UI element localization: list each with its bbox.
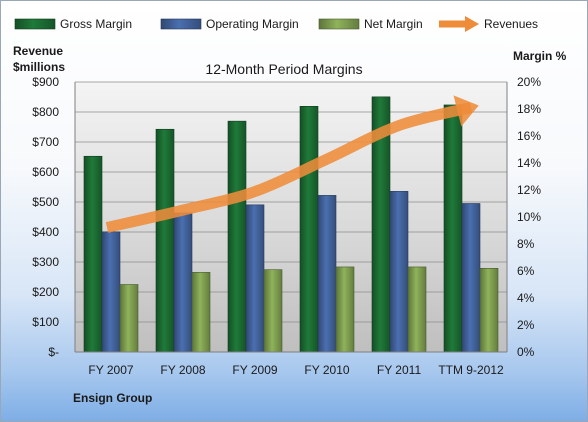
x-tick-label: FY 2007 [88,363,133,377]
legend-arrowhead [465,16,479,32]
revenue-line-path [105,102,473,233]
y-left-label-line1: Revenue [13,44,63,58]
bar [389,191,409,353]
bar [263,269,283,353]
bar [299,106,319,353]
legend: Gross Margin Operating Margin Net Margin Re… [14,16,538,32]
revenue-line [105,95,479,233]
y-right-tick-label: 18% [517,102,541,116]
y-right-tick-label: 2% [517,318,535,332]
y-left-tick-label: $500 [32,195,59,209]
x-tick-label: FY 2010 [304,363,349,377]
y-left-tick-label: $200 [32,285,59,299]
bar [479,267,499,353]
chart-title: 12-Month Period Margins [205,61,362,77]
y-left-tick-label: $800 [32,105,59,119]
y-left-tick-label: $300 [32,255,59,269]
y-right-tick-label: 16% [517,129,541,143]
y-left-label-line2: $millions [13,60,65,74]
bar [317,195,337,353]
legend-swatch [160,18,202,30]
legend-swatch [318,18,360,30]
x-tick-label: TTM 9-2012 [438,363,504,377]
y-right-tick-label: 4% [517,291,535,305]
bar [191,272,211,353]
y-right-tick-label: 10% [517,210,541,224]
bar [227,120,247,353]
y-left-tick-label: $100 [32,315,59,329]
bar [155,128,175,353]
bar [173,212,193,353]
legend-label: Gross Margin [60,17,132,31]
bar [407,266,427,353]
x-tick-label: FY 2011 [377,363,422,377]
gridlines [75,81,507,353]
axes: $- $100 $200 $300 $400 $500 $600 $700 $800 $900 0%… [32,75,541,377]
legend-label: Revenues [484,17,538,31]
company-name: Ensign Group [73,391,152,405]
bar [335,266,355,353]
y-right-tick-label: 6% [517,264,535,278]
y-right-tick-label: 14% [517,156,541,170]
y-left-tick-label: $900 [32,75,59,89]
y-left-tick-label: $- [48,345,59,359]
bar [83,155,103,353]
y-right-tick-label: 0% [517,345,535,359]
legend-label: Net Margin [364,17,423,31]
y-right-tick-label: 12% [517,183,541,197]
x-tick-label: FY 2009 [232,363,277,377]
y-right-tick-label: 8% [517,237,535,251]
bar [461,203,481,353]
bar [443,104,463,353]
bar [101,231,121,353]
y-left-tick-label: $700 [32,135,59,149]
y-left-tick-label: $600 [32,165,59,179]
legend-swatch [14,18,56,30]
legend-label: Operating Margin [206,17,299,31]
y-right-tick-label: 20% [517,75,541,89]
revenue-line-arrowhead [453,95,479,127]
bar [245,204,265,353]
x-tick-label: FY 2008 [160,363,205,377]
y-right-label: Margin % [513,49,567,63]
y-left-tick-label: $400 [32,225,59,239]
bar [119,284,139,353]
